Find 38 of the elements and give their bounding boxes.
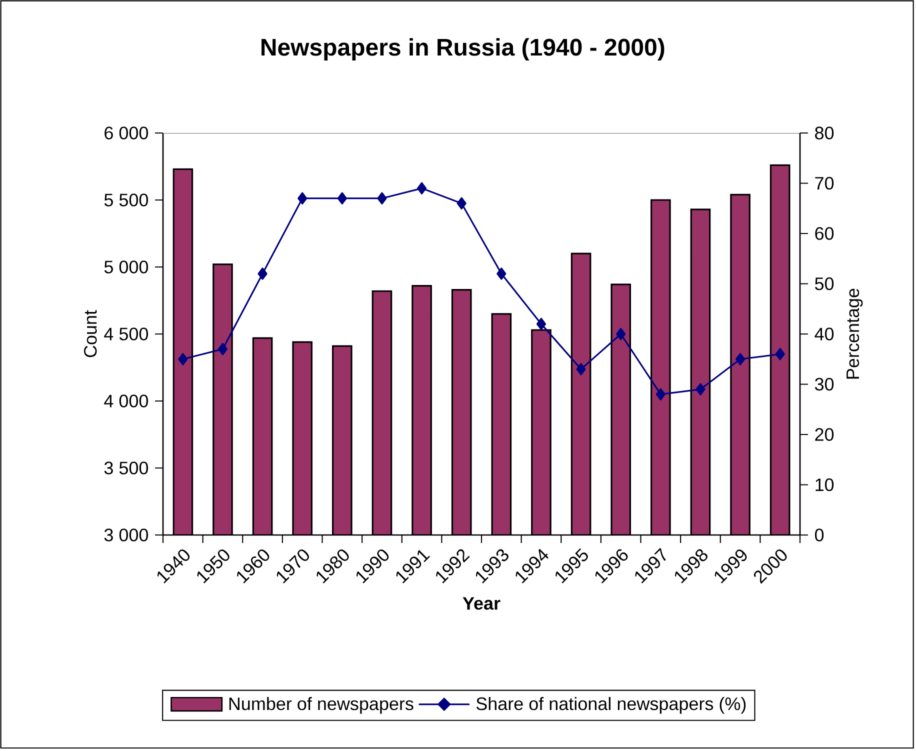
y-tick-label: 4 000 bbox=[104, 394, 148, 408]
y-tick-label: 3 000 bbox=[104, 528, 148, 542]
y2-tick-label: 70 bbox=[815, 176, 834, 190]
y-tick-label: 6 000 bbox=[104, 126, 148, 140]
point bbox=[218, 342, 228, 356]
y2-tick-label: 60 bbox=[815, 227, 834, 240]
point bbox=[536, 318, 546, 330]
point bbox=[298, 192, 308, 204]
y2-tick-label: 50 bbox=[814, 277, 834, 290]
legend-label: Number of newspapers bbox=[229, 696, 414, 714]
legend-label: Share of national newspapers (%) bbox=[476, 696, 746, 714]
point bbox=[416, 182, 427, 194]
y2-tick-label: 0 bbox=[814, 528, 824, 542]
y2-tick-label: 40 bbox=[814, 328, 834, 340]
y2-tick-label: 20 bbox=[815, 428, 834, 441]
point bbox=[178, 353, 188, 366]
y-tick-label: 5 500 bbox=[104, 194, 148, 206]
point bbox=[576, 363, 586, 376]
y-tick-label: 5 000 bbox=[104, 260, 148, 274]
point bbox=[496, 268, 506, 280]
point bbox=[377, 192, 387, 204]
y2-tick-label: 30 bbox=[814, 378, 834, 391]
y2-axis-title: Percentage bbox=[846, 288, 863, 379]
point bbox=[696, 383, 706, 396]
point bbox=[656, 388, 666, 400]
point bbox=[456, 197, 466, 210]
y-tick-label: 3 500 bbox=[104, 462, 148, 474]
point bbox=[775, 348, 785, 360]
point bbox=[616, 328, 626, 340]
point bbox=[735, 353, 746, 366]
x-axis-title: Year bbox=[462, 597, 500, 610]
point bbox=[258, 268, 268, 280]
y2-tick-label: 80 bbox=[815, 126, 834, 140]
y2-tick-label: 10 bbox=[816, 478, 834, 492]
chart-title: Newspapers in Russia (1940 - 2000) bbox=[262, 38, 664, 61]
y-axis-title: Count bbox=[84, 310, 97, 358]
point bbox=[337, 192, 347, 204]
y-tick-label: 4 500 bbox=[104, 328, 148, 340]
